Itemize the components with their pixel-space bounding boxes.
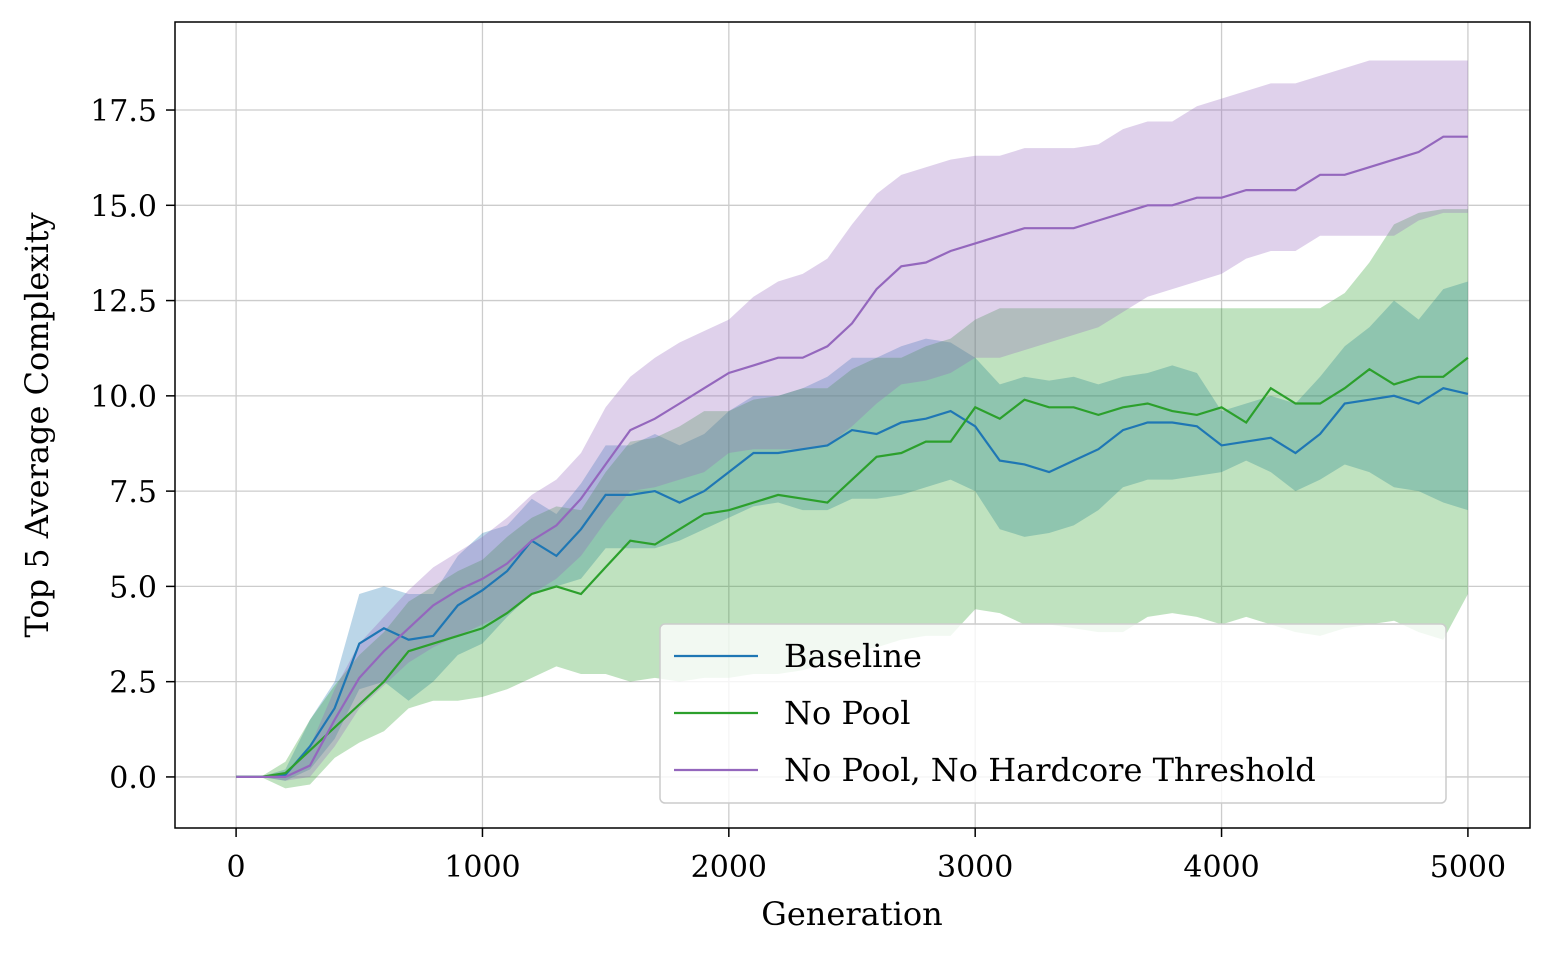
x-tick-label: 1000: [444, 850, 520, 885]
x-axis-label: Generation: [761, 895, 942, 933]
y-tick-label: 12.5: [90, 285, 157, 320]
legend-label: No Pool, No Hardcore Threshold: [784, 751, 1316, 789]
line: [236, 356, 1469, 778]
legend-label: Baseline: [784, 637, 922, 675]
plot-frame: [174, 21, 1531, 829]
x-tick-label: 3000: [937, 850, 1013, 885]
legend: Baseline No Pool No Pool, No Hardcore Thre…: [659, 623, 1447, 804]
y-tick-label: 15.0: [90, 189, 157, 224]
y-tick-label: 7.5: [109, 475, 157, 510]
y-tick-label: 10.0: [90, 380, 157, 415]
grid: [175, 22, 1530, 828]
legend-label: No Pool: [784, 694, 910, 732]
x-tick-label: 2000: [691, 850, 767, 885]
x-tick-label: 0: [227, 850, 246, 885]
y-tick-label: 2.5: [109, 666, 157, 701]
line: [236, 387, 1469, 778]
y-tick-label: 0.0: [109, 761, 157, 796]
y-tick-label: 17.5: [90, 94, 157, 129]
band: [236, 209, 1468, 789]
line: [236, 135, 1468, 778]
x-tick-label: 4000: [1183, 850, 1259, 885]
y-tick-label: 5.0: [109, 570, 157, 605]
band: [236, 60, 1468, 781]
x-tick-label: 5000: [1430, 850, 1506, 885]
legend-box: [659, 623, 1447, 804]
y-axis-label: Top 5 Average Complexity: [18, 212, 56, 637]
